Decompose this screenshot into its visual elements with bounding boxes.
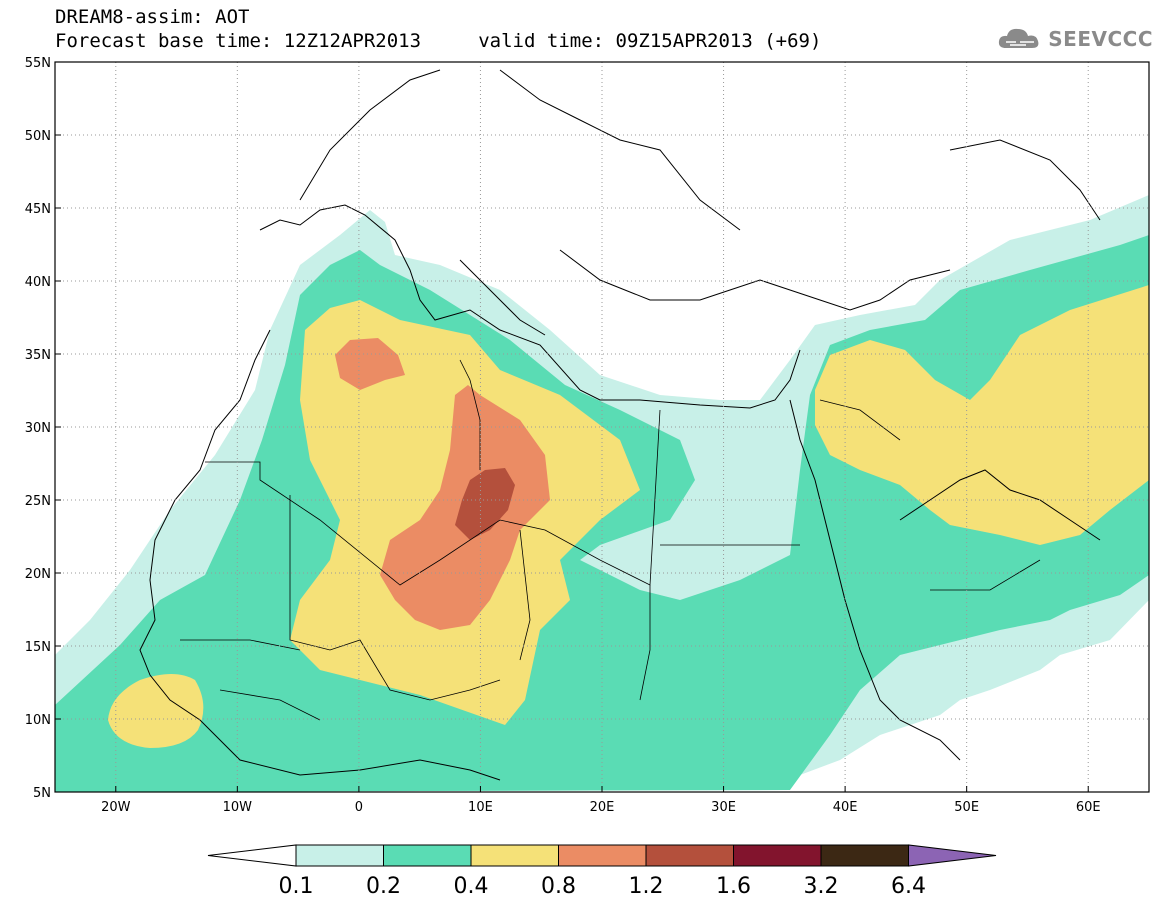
aot-band-1.2-1.6 (455, 468, 515, 540)
colorbar-label: 1.2 (629, 874, 664, 899)
map-title: DREAM8-assim: AOT (55, 6, 250, 28)
colorbar-box (558, 844, 647, 867)
colorbar-under-triangle (207, 844, 297, 867)
lat-label: 5N (33, 786, 51, 801)
axis-ticks (55, 61, 1089, 793)
aot-band-0.4-0.8-middle-east (815, 285, 1149, 545)
colorbar-box (733, 844, 822, 867)
country-borders (180, 359, 1041, 721)
lon-label: 60E (1076, 800, 1101, 815)
colorbar-label: 0.1 (279, 874, 314, 899)
lat-label: 50N (25, 129, 51, 144)
colorbar-box (820, 844, 909, 867)
aot-shading (55, 195, 1149, 792)
colorbar-labels: 0.1 0.2 0.4 0.8 1.2 1.6 3.2 6.4 (279, 874, 927, 899)
lon-label: 0 (355, 800, 363, 815)
lat-label: 10N (25, 713, 51, 728)
colorbar-box (383, 844, 472, 867)
lat-label: 40N (25, 275, 51, 290)
latitude-labels: 55N 50N 45N 40N 35N 30N 25N 20N 15N 10N 5N (25, 56, 51, 801)
lon-label: 10E (468, 800, 493, 815)
colorbar-label: 3.2 (804, 874, 839, 899)
lat-label: 25N (25, 494, 51, 509)
lon-label: 50E (954, 800, 979, 815)
colorbar-box (470, 844, 559, 867)
aot-band-0.8-1.2-atlas (335, 338, 405, 390)
lon-label: 20E (590, 800, 615, 815)
seevccc-logo: SEEVCCC (996, 24, 1153, 54)
lat-label: 20N (25, 567, 51, 582)
lat-label: 15N (25, 640, 51, 655)
lat-label: 55N (25, 56, 51, 71)
colorbar-over-triangle (908, 844, 997, 867)
cloud-icon (999, 28, 1039, 48)
coastlines (139, 69, 1101, 781)
lat-label: 30N (25, 421, 51, 436)
colorbar-label: 1.6 (716, 874, 751, 899)
colorbar-label: 0.4 (454, 874, 489, 899)
forecast-time-line: Forecast base time: 12Z12APR2013 valid t… (55, 30, 822, 52)
colorbar-label: 6.4 (891, 874, 926, 899)
lon-label: 30E (711, 800, 736, 815)
graticule (55, 61, 1149, 793)
colorbar-box (645, 844, 734, 867)
aot-band-0.4-0.8-west-africa (108, 674, 204, 748)
colorbar-label: 0.8 (541, 874, 576, 899)
lon-label: 40E (833, 800, 858, 815)
lon-label: 20W (101, 800, 131, 815)
colorbar (207, 844, 997, 867)
colorbar-label: 0.2 (366, 874, 401, 899)
lat-label: 35N (25, 348, 51, 363)
colorbar-box (295, 844, 384, 867)
lat-label: 45N (25, 202, 51, 217)
logo-text: SEEVCCC (1048, 27, 1153, 51)
longitude-labels: 20W 10W 0 10E 20E 30E 40E 50E 60E (101, 800, 1101, 815)
lon-label: 10W (223, 800, 253, 815)
